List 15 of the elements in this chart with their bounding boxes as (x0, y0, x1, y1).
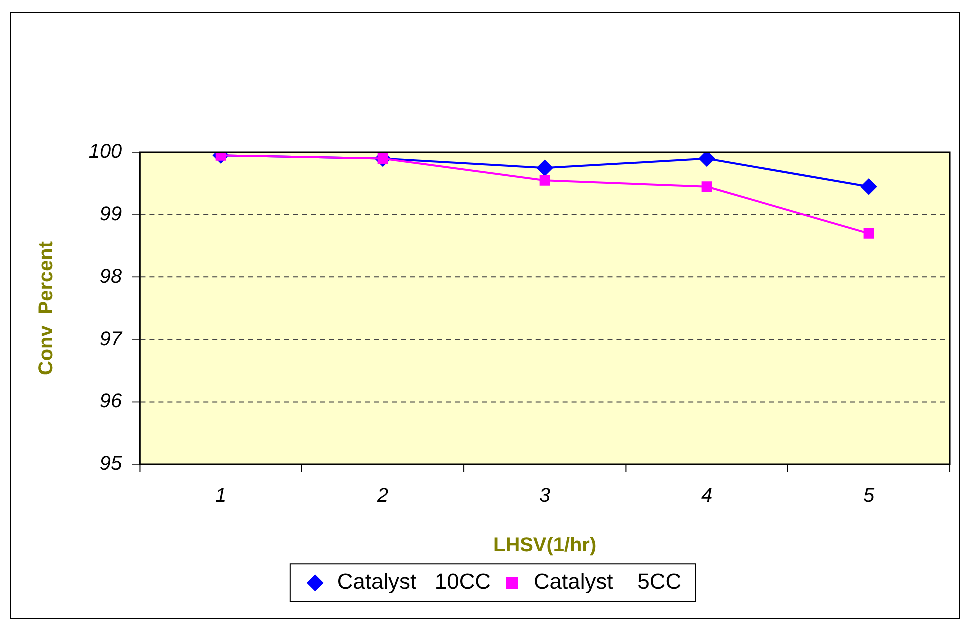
x-tick-label: 1 (216, 484, 227, 507)
y-axis-title: Conv Percent (35, 241, 58, 376)
y-tick-label: 100 (88, 141, 122, 164)
x-tick-label: 2 (376, 484, 389, 507)
legend-label: Catalyst 5CC (534, 569, 682, 594)
y-tick-label: 98 (100, 266, 122, 288)
y-tick-label: 96 (100, 390, 124, 413)
x-tick-label: 5 (863, 484, 876, 507)
legend-label: Catalyst 10CC (337, 569, 492, 594)
x-axis-title: LHSV(1/hr) (494, 534, 597, 557)
y-tick-label: 99 (100, 203, 122, 226)
x-tick-label: 4 (701, 484, 713, 507)
y-tick-label: 95 (100, 453, 124, 476)
y-tick-label: 97 (100, 328, 124, 350)
x-tick-label: 3 (540, 484, 551, 507)
